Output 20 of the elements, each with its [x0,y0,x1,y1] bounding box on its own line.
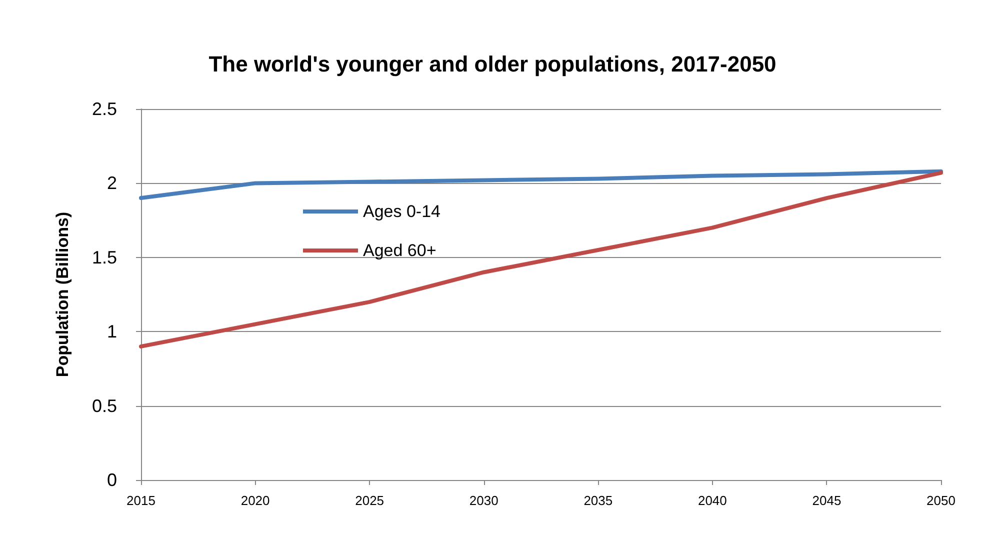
y-tick-label: 1 [106,322,117,342]
y-tick-label: 2 [106,173,117,194]
chart-title: The world's younger and older populations, 2017-2050 [208,52,776,76]
y-tick-label: 1.5 [92,247,117,268]
x-tick-label: 2050 [926,493,956,508]
y-tick-label: 0.5 [92,396,117,416]
y-tick-label: 0 [106,470,117,490]
x-tick-label: 2035 [584,493,613,508]
line-series [139,169,943,200]
y-axis-title: Population (Billions) [53,212,72,378]
x-tick-label: 2025 [355,493,384,508]
x-tick-label: 2045 [812,493,842,508]
x-tick-label: 2040 [698,493,727,508]
legend-label: Ages 0-14 [363,202,440,221]
x-tick-label: 2030 [469,493,498,508]
y-tick-label: 2.5 [92,99,117,119]
legend-label: Aged 60+ [363,241,436,260]
x-tick-label: 2015 [126,493,156,508]
x-tick-label: 2020 [240,493,270,508]
line-series [139,170,943,348]
